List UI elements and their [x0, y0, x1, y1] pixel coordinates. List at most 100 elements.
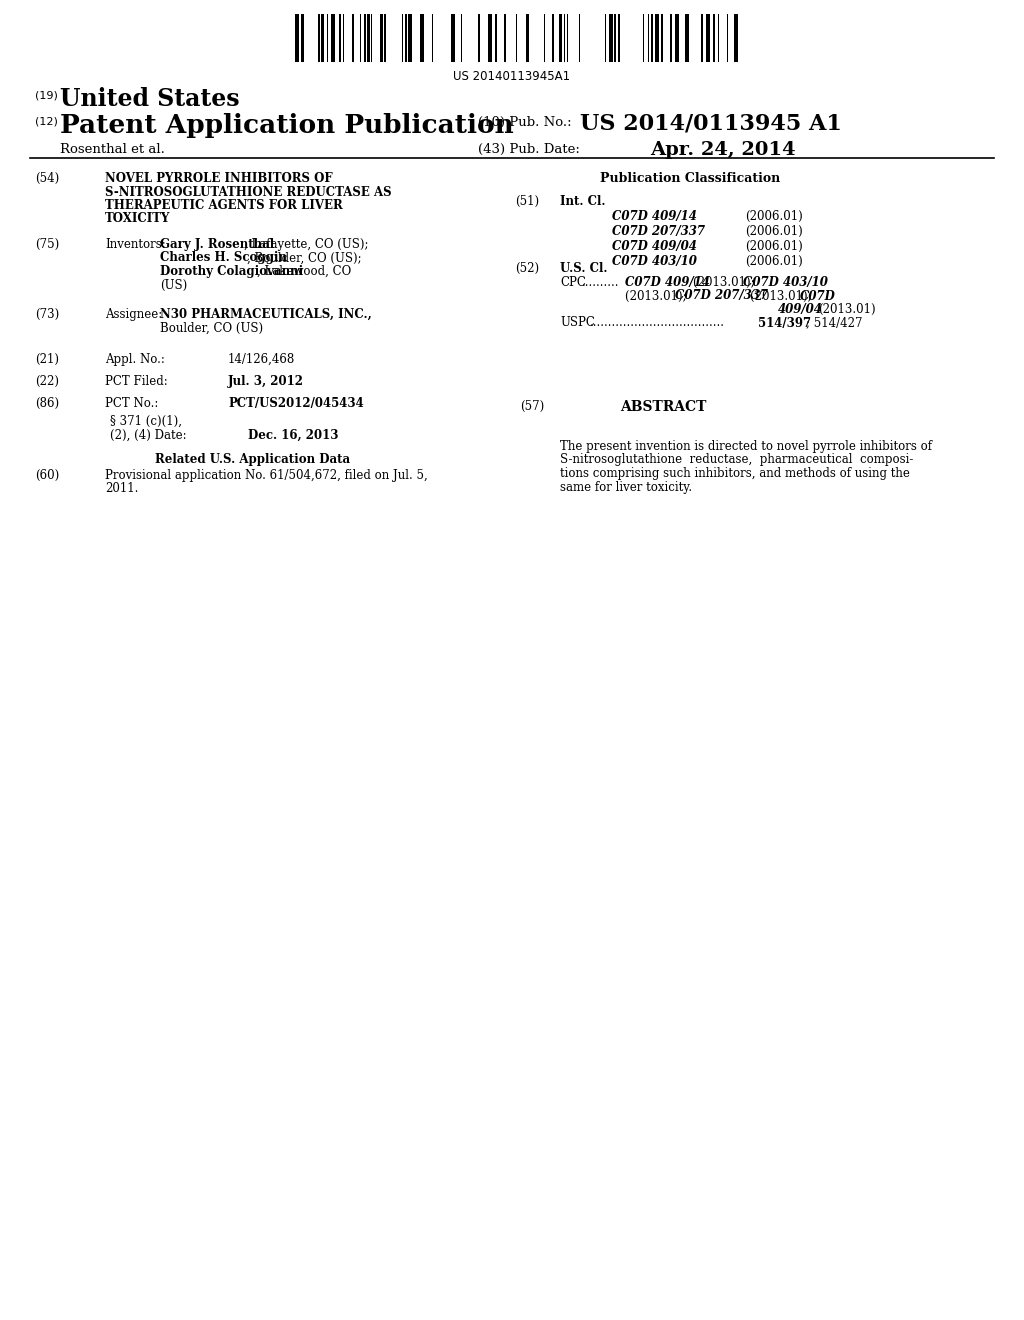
Text: C07D 409/04: C07D 409/04 — [612, 240, 697, 253]
Text: (43) Pub. Date:: (43) Pub. Date: — [478, 143, 580, 156]
Text: C07D 403/10: C07D 403/10 — [612, 255, 697, 268]
Text: , Lafayette, CO (US);: , Lafayette, CO (US); — [244, 238, 369, 251]
Bar — [618, 15, 620, 62]
Bar — [384, 15, 386, 62]
Bar — [685, 15, 689, 62]
Text: U.S. Cl.: U.S. Cl. — [560, 261, 607, 275]
Bar — [701, 15, 703, 62]
Bar — [451, 15, 455, 62]
Text: TOXICITY: TOXICITY — [105, 213, 170, 226]
Bar — [675, 15, 679, 62]
Text: (2013.01);: (2013.01); — [750, 289, 815, 302]
Bar — [504, 15, 506, 62]
Text: C07D: C07D — [800, 289, 836, 302]
Bar — [609, 15, 613, 62]
Text: The present invention is directed to novel pyrrole inhibitors of: The present invention is directed to nov… — [560, 440, 932, 453]
Text: (60): (60) — [35, 469, 59, 482]
Text: S-nitrosoglutathione  reductase,  pharmaceutical  composi-: S-nitrosoglutathione reductase, pharmace… — [560, 454, 913, 466]
Text: ....................................: .................................... — [590, 317, 725, 330]
Text: Dec. 16, 2013: Dec. 16, 2013 — [248, 429, 339, 441]
Text: (12): (12) — [35, 116, 58, 125]
Text: PCT Filed:: PCT Filed: — [105, 375, 168, 388]
Text: (57): (57) — [520, 400, 544, 413]
Text: NOVEL PYRROLE INHIBITORS OF: NOVEL PYRROLE INHIBITORS OF — [105, 172, 333, 185]
Text: Related U.S. Application Data: Related U.S. Application Data — [155, 453, 350, 466]
Text: C07D 403/10: C07D 403/10 — [743, 276, 827, 289]
Text: (2013.01);: (2013.01); — [693, 276, 759, 289]
Bar — [662, 15, 663, 62]
Text: , Lakewood, CO: , Lakewood, CO — [257, 265, 351, 279]
Bar — [734, 15, 738, 62]
Text: Boulder, CO (US): Boulder, CO (US) — [160, 322, 263, 334]
Text: ABSTRACT: ABSTRACT — [620, 400, 707, 414]
Bar — [331, 15, 335, 62]
Bar — [552, 15, 554, 62]
Text: Int. Cl.: Int. Cl. — [560, 195, 605, 209]
Text: Inventors:: Inventors: — [105, 238, 166, 251]
Bar — [295, 15, 299, 62]
Text: tions comprising such inhibitors, and methods of using the: tions comprising such inhibitors, and me… — [560, 467, 910, 480]
Bar — [526, 15, 529, 62]
Text: § 371 (c)(1),: § 371 (c)(1), — [110, 414, 182, 428]
Bar — [339, 15, 341, 62]
Bar — [420, 15, 424, 62]
Text: PCT No.:: PCT No.: — [105, 397, 159, 411]
Bar — [408, 15, 412, 62]
Text: (54): (54) — [35, 172, 59, 185]
Bar — [614, 15, 616, 62]
Text: (19): (19) — [35, 90, 58, 100]
Text: (21): (21) — [35, 352, 59, 366]
Text: , Boulder, CO (US);: , Boulder, CO (US); — [247, 252, 361, 264]
Text: C07D 207/337: C07D 207/337 — [675, 289, 768, 302]
Text: 514/397: 514/397 — [758, 317, 811, 330]
Text: Gary J. Rosenthal: Gary J. Rosenthal — [160, 238, 274, 251]
Text: 409/04: 409/04 — [778, 304, 823, 315]
Bar — [651, 15, 653, 62]
Text: (73): (73) — [35, 308, 59, 321]
Text: (2006.01): (2006.01) — [745, 255, 803, 268]
Text: C07D 409/14: C07D 409/14 — [625, 276, 710, 289]
Text: Jul. 3, 2012: Jul. 3, 2012 — [228, 375, 304, 388]
Text: USPC: USPC — [560, 317, 595, 330]
Bar — [301, 15, 304, 62]
Text: (51): (51) — [515, 195, 539, 209]
Bar — [706, 15, 710, 62]
Text: CPC: CPC — [560, 276, 586, 289]
Text: (10) Pub. No.:: (10) Pub. No.: — [478, 116, 571, 129]
Text: Assignee:: Assignee: — [105, 308, 162, 321]
Text: (2), (4) Date:: (2), (4) Date: — [110, 429, 186, 441]
Text: (52): (52) — [515, 261, 539, 275]
Text: (2006.01): (2006.01) — [745, 210, 803, 223]
Text: (22): (22) — [35, 375, 59, 388]
Text: PCT/US2012/045434: PCT/US2012/045434 — [228, 397, 364, 411]
Text: Appl. No.:: Appl. No.: — [105, 352, 165, 366]
Bar — [655, 15, 659, 62]
Text: C07D 207/337: C07D 207/337 — [612, 224, 705, 238]
Text: (75): (75) — [35, 238, 59, 251]
Bar — [670, 15, 672, 62]
Bar — [488, 15, 492, 62]
Bar — [380, 15, 383, 62]
Text: S-NITROSOGLUTATHIONE REDUCTASE AS: S-NITROSOGLUTATHIONE REDUCTASE AS — [105, 186, 391, 198]
Text: 14/126,468: 14/126,468 — [228, 352, 295, 366]
Bar — [495, 15, 497, 62]
Text: Publication Classification: Publication Classification — [600, 172, 780, 185]
Text: Apr. 24, 2014: Apr. 24, 2014 — [650, 141, 796, 158]
Text: (2006.01): (2006.01) — [745, 224, 803, 238]
Text: (US): (US) — [160, 279, 187, 292]
Bar — [367, 15, 370, 62]
Text: 2011.: 2011. — [105, 483, 138, 495]
Text: (86): (86) — [35, 397, 59, 411]
Text: (2006.01): (2006.01) — [745, 240, 803, 253]
Text: Charles H. Scoggin: Charles H. Scoggin — [160, 252, 287, 264]
Bar — [352, 15, 354, 62]
Bar — [713, 15, 715, 62]
Text: Patent Application Publication: Patent Application Publication — [60, 114, 514, 139]
Bar — [364, 15, 366, 62]
Text: (2013.01);: (2013.01); — [625, 289, 690, 302]
Bar — [478, 15, 480, 62]
Bar — [321, 15, 324, 62]
Text: US 2014/0113945 A1: US 2014/0113945 A1 — [580, 114, 842, 135]
Text: C07D 409/14: C07D 409/14 — [612, 210, 697, 223]
Text: N30 PHARMACEUTICALS, INC.,: N30 PHARMACEUTICALS, INC., — [160, 308, 372, 321]
